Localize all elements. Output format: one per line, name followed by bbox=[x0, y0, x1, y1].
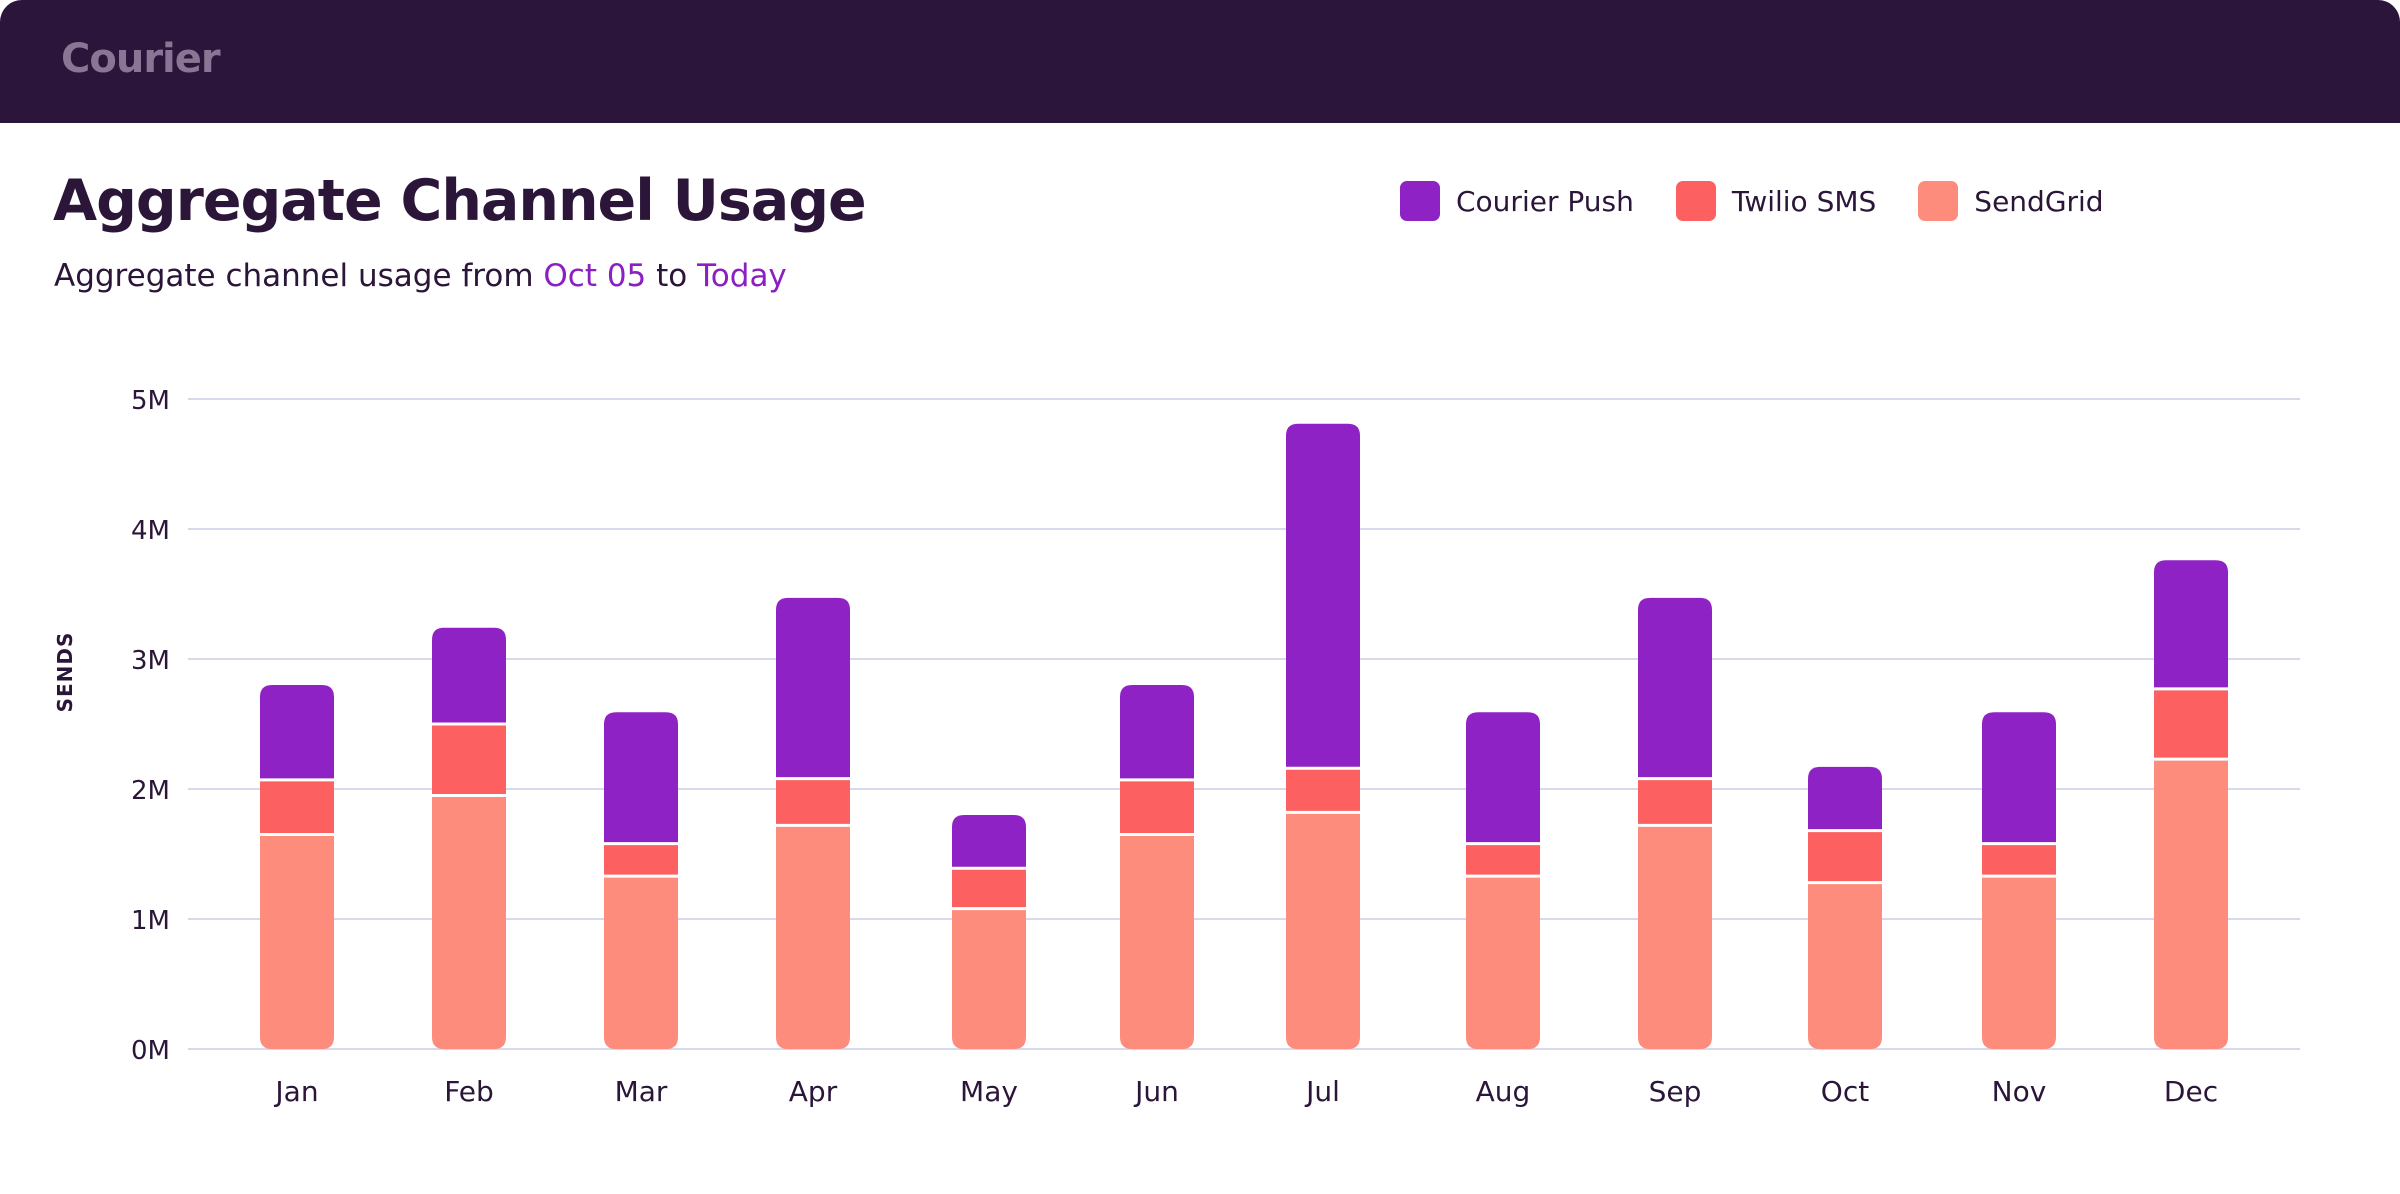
x-tick-label: May bbox=[960, 1075, 1018, 1108]
bar-sendgrid-nov[interactable] bbox=[1982, 877, 2056, 1049]
x-tick-label: Mar bbox=[615, 1075, 668, 1108]
bar-courier-push-nov[interactable] bbox=[1982, 712, 2056, 843]
x-tick-label: Dec bbox=[2164, 1075, 2218, 1108]
bar-courier-push-dec[interactable] bbox=[2154, 560, 2228, 688]
bar-courier-push-feb[interactable] bbox=[432, 627, 506, 723]
y-tick-label: 0M bbox=[131, 1036, 170, 1066]
bar-courier-push-jun[interactable] bbox=[1120, 685, 1194, 779]
bar-sendgrid-mar[interactable] bbox=[604, 877, 678, 1049]
bar-sendgrid-sep[interactable] bbox=[1638, 826, 1712, 1049]
date-range-end[interactable]: Today bbox=[697, 258, 787, 294]
x-tick-label: Jan bbox=[273, 1075, 318, 1108]
x-tick-label: Feb bbox=[444, 1075, 494, 1108]
bar-twilio-sms-dec[interactable] bbox=[2154, 690, 2228, 758]
y-tick-label: 5M bbox=[131, 386, 170, 416]
legend-item-sendgrid[interactable]: SendGrid bbox=[1918, 181, 2104, 221]
y-tick-label: 2M bbox=[131, 776, 170, 806]
bar-courier-push-oct[interactable] bbox=[1808, 766, 1882, 830]
bar-twilio-sms-oct[interactable] bbox=[1808, 832, 1882, 882]
x-tick-label: Aug bbox=[1476, 1075, 1531, 1108]
header-bar: Courier bbox=[0, 0, 2400, 123]
bar-sendgrid-feb[interactable] bbox=[432, 797, 506, 1049]
bar-sendgrid-dec[interactable] bbox=[2154, 760, 2228, 1049]
bar-courier-push-apr[interactable] bbox=[776, 597, 850, 778]
date-range-start[interactable]: Oct 05 bbox=[543, 258, 647, 294]
bar-courier-push-jul[interactable] bbox=[1286, 423, 1360, 767]
chart-subtitle: Aggregate channel usage from Oct 05 to T… bbox=[54, 258, 787, 294]
x-tick-label: Oct bbox=[1821, 1075, 1869, 1108]
legend-item-twilio-sms[interactable]: Twilio SMS bbox=[1675, 181, 1877, 221]
y-tick-label: 1M bbox=[131, 906, 170, 936]
bar-twilio-sms-may[interactable] bbox=[952, 869, 1026, 908]
bar-twilio-sms-sep[interactable] bbox=[1638, 780, 1712, 824]
bar-sendgrid-aug[interactable] bbox=[1466, 877, 1540, 1049]
x-tick-label: Nov bbox=[1992, 1075, 2047, 1108]
bar-twilio-sms-apr[interactable] bbox=[776, 780, 850, 824]
bar-sendgrid-may[interactable] bbox=[952, 910, 1026, 1049]
bar-sendgrid-jul[interactable] bbox=[1286, 813, 1360, 1049]
bar-sendgrid-apr[interactable] bbox=[776, 826, 850, 1049]
x-tick-label: Jul bbox=[1304, 1075, 1340, 1108]
bar-twilio-sms-feb[interactable] bbox=[432, 725, 506, 795]
x-tick-label: Sep bbox=[1649, 1075, 1702, 1108]
y-axis-label: SENDS bbox=[53, 632, 77, 713]
bar-courier-push-mar[interactable] bbox=[604, 712, 678, 843]
bar-courier-push-sep[interactable] bbox=[1638, 597, 1712, 778]
bar-twilio-sms-jan[interactable] bbox=[260, 781, 334, 833]
bar-sendgrid-oct[interactable] bbox=[1808, 884, 1882, 1049]
legend-swatch-sendgrid bbox=[1918, 181, 1959, 221]
y-tick-label: 3M bbox=[131, 646, 170, 676]
bar-twilio-sms-jun[interactable] bbox=[1120, 781, 1194, 833]
legend-label-twilio-sms: Twilio SMS bbox=[1731, 184, 1877, 218]
bar-sendgrid-jan[interactable] bbox=[260, 836, 334, 1049]
bar-courier-push-may[interactable] bbox=[952, 815, 1026, 867]
bar-courier-push-jan[interactable] bbox=[260, 685, 334, 779]
bar-sendgrid-jun[interactable] bbox=[1120, 836, 1194, 1049]
subtitle-prefix: Aggregate channel usage from bbox=[54, 258, 544, 294]
bar-twilio-sms-nov[interactable] bbox=[1982, 845, 2056, 875]
bar-twilio-sms-mar[interactable] bbox=[604, 845, 678, 875]
bar-courier-push-aug[interactable] bbox=[1466, 712, 1540, 843]
y-tick-label: 4M bbox=[131, 516, 170, 546]
x-tick-label: Jun bbox=[1133, 1075, 1179, 1108]
page-title: Aggregate Channel Usage bbox=[53, 168, 867, 234]
legend-item-courier-push[interactable]: Courier Push bbox=[1400, 181, 1634, 221]
legend-swatch-courier-push bbox=[1400, 181, 1440, 221]
chart-legend: Courier Push Twilio SMS SendGrid bbox=[1400, 181, 2146, 221]
bar-twilio-sms-jul[interactable] bbox=[1286, 769, 1360, 811]
legend-label-courier-push: Courier Push bbox=[1456, 184, 1634, 218]
courier-logo[interactable]: Courier bbox=[61, 36, 221, 82]
legend-swatch-twilio-sms bbox=[1675, 181, 1716, 221]
subtitle-middle: to bbox=[646, 258, 698, 294]
bar-twilio-sms-aug[interactable] bbox=[1466, 845, 1540, 875]
x-tick-label: Apr bbox=[789, 1075, 838, 1108]
legend-label-sendgrid: SendGrid bbox=[1974, 184, 2104, 218]
